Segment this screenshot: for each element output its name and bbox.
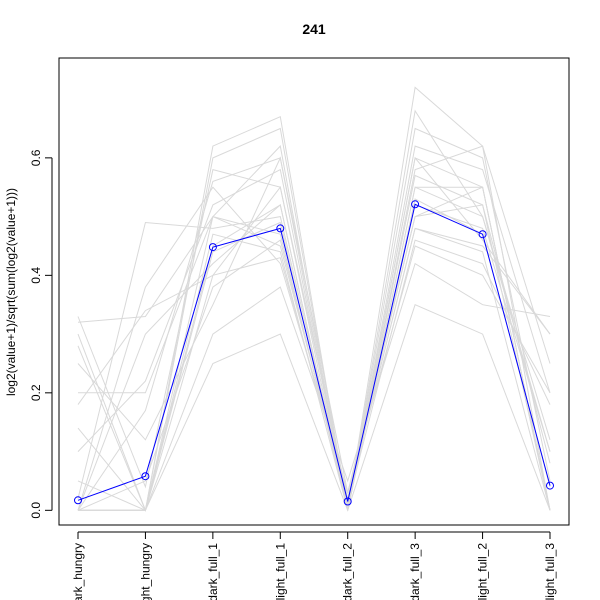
x-tick-label: light_hungry [138,543,152,600]
highlight-point [478,230,487,239]
background-series-line [77,168,551,511]
background-series-line [78,156,551,511]
background-series-line [78,304,551,512]
background-series-line [77,109,551,511]
background-series-line [77,168,551,511]
background-series-line [77,204,551,505]
x-tick-label: light_full_2 [476,543,490,600]
background-series-line [77,157,551,511]
y-tick-label: 0.6 [29,149,43,166]
highlight-point [208,243,217,252]
highlight-point [276,224,285,233]
x-tick-label: light_full_1 [273,543,287,600]
background-series-line [77,198,551,511]
background-series-line [78,127,551,511]
background-series-group [77,86,551,512]
background-series-line [77,157,551,512]
y-axis-label: log2(value+1)/sqrt(sum(log2(value+1))) [4,188,18,396]
background-series-line [78,145,551,511]
highlight-point [343,497,352,506]
x-tick-label: dark_full_3 [408,543,422,600]
background-series-line [77,262,551,512]
highlight-series-group [74,200,554,506]
background-series-line [78,86,551,511]
x-tick-label: dark_full_1 [206,543,220,600]
highlight-point [411,200,420,209]
highlight-point [546,481,554,490]
y-axis: 0.0 0.2 0.4 0.6 [29,149,53,519]
highlight-point [141,472,150,481]
background-series-line [77,227,551,511]
y-tick-label: 0.4 [29,267,43,284]
x-tick-label: dark_hungry [71,543,85,600]
y-tick-label: 0.2 [29,384,43,401]
x-axis: dark_hungry light_hungry dark_full_1 light_… [71,531,557,600]
plot-frame [58,57,570,526]
highlight-point [74,496,82,505]
x-tick-label: light_full_3 [543,543,557,600]
background-series-line [77,127,551,511]
y-tick-label: 0.0 [29,502,43,519]
background-series-line [77,239,551,511]
x-tick-label: dark_full_2 [341,543,355,600]
chart-title: 241 [302,21,326,37]
highlight-series-line [77,203,551,502]
